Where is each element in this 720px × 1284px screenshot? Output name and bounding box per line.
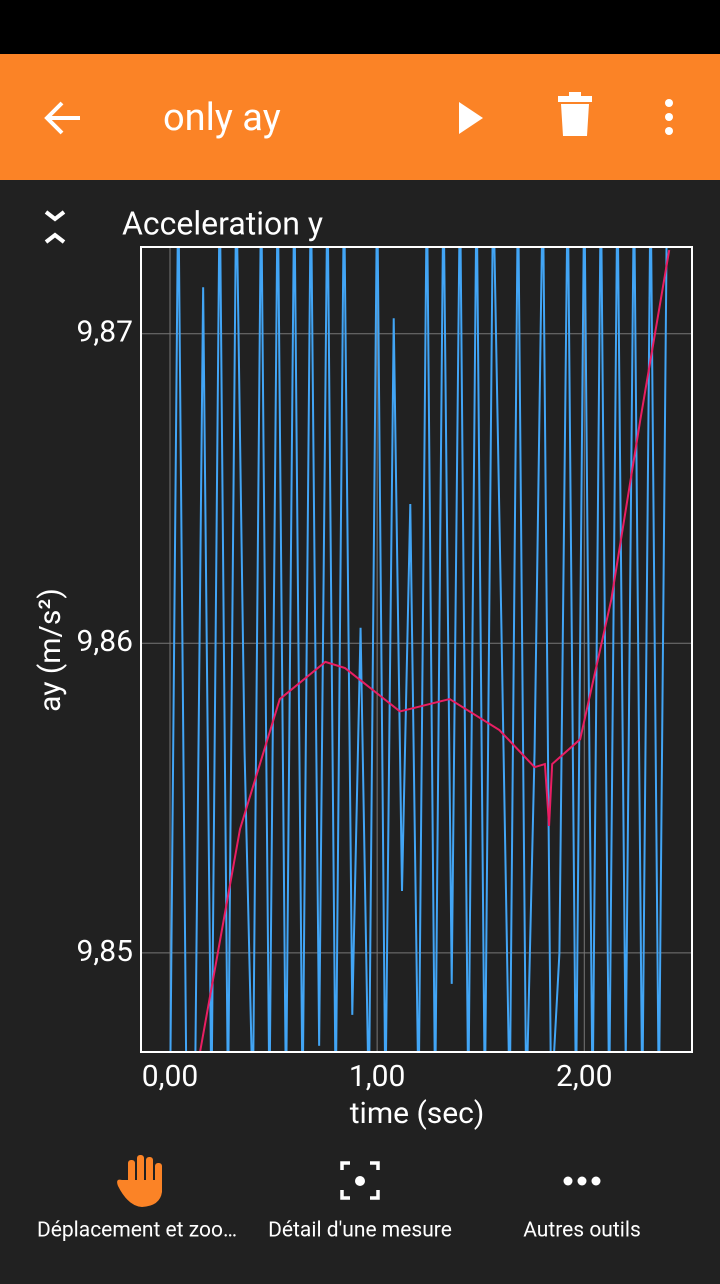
toolbar: Déplacement et zoo… Détail d'une mesure … [37,1155,641,1243]
data-line [199,249,671,1052]
app-bar [0,54,720,180]
more-button[interactable] [665,99,673,135]
y-axis-label: ay (m/s²) [33,588,68,712]
plot-border [140,246,693,1053]
measure-icon[interactable] [340,1161,380,1200]
play-button[interactable] [459,102,483,134]
x-axis-label: time (sec) [350,1096,485,1131]
delete-button[interactable] [558,92,592,136]
toolbar-label[interactable]: Autres outils [523,1219,641,1243]
plot-area [141,247,692,1052]
toolbar-label[interactable]: Détail d'une mesure [268,1219,452,1243]
chart-title: Acceleration y [122,204,323,242]
toolbar-label[interactable]: Déplacement et zoo… [37,1219,237,1243]
app-title: only ay [163,96,281,140]
y-tick-label: 9,87 [77,315,133,350]
x-tick-label: 0,00 [142,1059,198,1094]
status-bar [0,0,720,54]
collapse-button[interactable] [44,210,66,244]
pan-zoom-icon[interactable] [117,1155,162,1207]
y-tick-label: 9,86 [77,624,133,659]
x-tick-label: 2,00 [556,1059,612,1094]
back-button[interactable] [44,101,80,135]
y-tick-label: 9,85 [77,934,133,969]
more-tools-icon[interactable] [563,1176,601,1186]
series-group [169,247,671,1052]
x-tick-label: 1,00 [349,1059,405,1094]
